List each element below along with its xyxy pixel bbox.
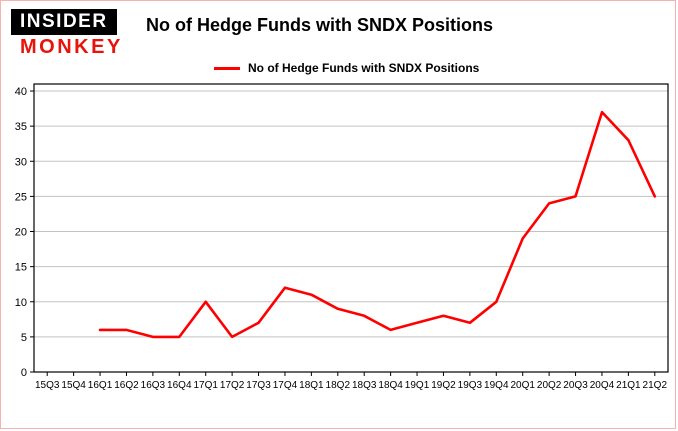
x-tick-label: 19Q2 <box>431 380 456 391</box>
logo-text-insider: INSIDER <box>11 9 117 35</box>
x-tick-label: 17Q2 <box>220 380 245 391</box>
x-tick-label: 17Q3 <box>246 380 271 391</box>
x-tick-label: 15Q4 <box>61 380 86 391</box>
x-tick-label: 18Q3 <box>352 380 377 391</box>
x-tick-label: 19Q4 <box>484 380 509 391</box>
x-tick-label: 21Q2 <box>643 380 668 391</box>
x-tick-label: 18Q1 <box>299 380 324 391</box>
y-tick-label: 40 <box>15 86 27 98</box>
line-chart: 0 5 10 15 20 25 30 35 40 15Q3 15Q4 16Q1 16Q2 16Q3 16Q4… <box>15 83 669 391</box>
y-tick-label: 25 <box>15 191 27 203</box>
x-tick-label: 21Q1 <box>616 380 641 391</box>
series-line <box>98 110 657 339</box>
x-tick-label: 17Q4 <box>273 380 298 391</box>
y-tick-label: 35 <box>15 121 27 133</box>
y-tick-label: 0 <box>21 367 27 379</box>
y-tick-label: 15 <box>15 262 27 274</box>
x-tick-label: 20Q3 <box>563 380 588 391</box>
y-tick-label: 10 <box>15 297 27 309</box>
x-tick-label: 19Q1 <box>405 380 430 391</box>
legend-label: No of Hedge Funds with SNDX Positions <box>248 61 480 75</box>
legend: No of Hedge Funds with SNDX Positions <box>214 61 479 75</box>
x-tick-label: 16Q1 <box>88 380 113 391</box>
x-tick-label: 18Q2 <box>326 380 351 391</box>
logo-text-monkey: MONKEY <box>20 36 123 58</box>
x-tick-label: 16Q2 <box>114 380 139 391</box>
x-tick-label: 18Q4 <box>378 380 403 391</box>
y-tick-label: 30 <box>15 156 27 168</box>
x-tick-label: 15Q3 <box>35 380 60 391</box>
x-tick-label: 16Q3 <box>141 380 166 391</box>
x-tick-label: 17Q1 <box>193 380 218 391</box>
y-tick-label: 20 <box>15 227 27 239</box>
x-tick-label: 20Q1 <box>510 380 535 391</box>
chart-title: No of Hedge Funds with SNDX Positions <box>146 15 494 35</box>
x-tick-label: 19Q3 <box>458 380 483 391</box>
legend-line-icon <box>214 66 240 70</box>
plot-border <box>33 83 669 373</box>
chart-area: 0 5 10 15 20 25 30 35 40 15Q3 15Q4 16Q1 16Q2 16Q3 16Q4… <box>7 81 673 408</box>
x-tick-label: 20Q2 <box>537 380 562 391</box>
x-tick-label: 20Q4 <box>590 380 615 391</box>
x-tick-label: 16Q4 <box>167 380 192 391</box>
insider-monkey-logo: INSIDER MONKEY <box>11 9 123 57</box>
y-tick-label: 5 <box>21 332 27 344</box>
